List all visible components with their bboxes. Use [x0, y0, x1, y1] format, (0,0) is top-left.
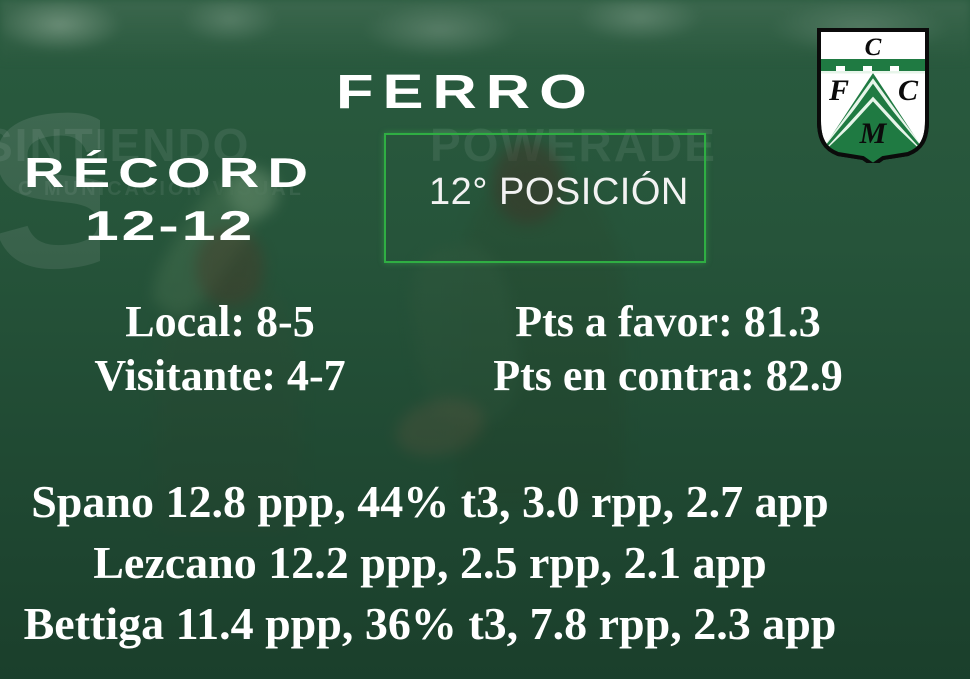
svg-text:C: C [865, 34, 882, 61]
svg-text:C: C [898, 74, 919, 107]
svg-text:M: M [859, 117, 888, 150]
svg-text:F: F [828, 74, 849, 107]
